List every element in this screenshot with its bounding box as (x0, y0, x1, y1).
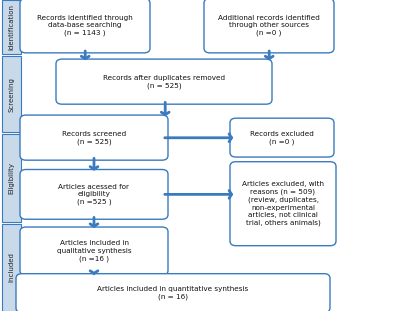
Text: Screening: Screening (9, 77, 15, 112)
Text: Additional records identified
through other sources
(n =0 ): Additional records identified through ot… (218, 15, 320, 36)
FancyBboxPatch shape (20, 0, 150, 53)
Text: Records after duplicates removed
(n = 525): Records after duplicates removed (n = 52… (103, 75, 225, 89)
FancyBboxPatch shape (56, 59, 272, 104)
Text: Articles excluded, with
reasons (n = 509)
(review, duplicates,
non-experimental
: Articles excluded, with reasons (n = 509… (242, 181, 324, 226)
FancyBboxPatch shape (2, 56, 21, 132)
FancyBboxPatch shape (2, 224, 21, 311)
Text: Records screened
(n = 525): Records screened (n = 525) (62, 131, 126, 145)
FancyBboxPatch shape (204, 0, 334, 53)
FancyBboxPatch shape (2, 0, 21, 54)
Text: Records identified through
data-base searching
(n = 1143 ): Records identified through data-base sea… (37, 15, 133, 36)
Text: Included: Included (9, 253, 15, 282)
FancyBboxPatch shape (20, 115, 168, 160)
Text: Eligibility: Eligibility (9, 162, 15, 194)
FancyBboxPatch shape (20, 169, 168, 219)
FancyBboxPatch shape (20, 227, 168, 275)
Text: Identification: Identification (9, 4, 15, 50)
Text: Records excluded
(n =0 ): Records excluded (n =0 ) (250, 131, 314, 145)
Text: Articles included in
qualitative synthesis
(n =16 ): Articles included in qualitative synthes… (57, 240, 131, 262)
FancyBboxPatch shape (16, 274, 330, 311)
Text: Articles included in quantitative synthesis
(n = 16): Articles included in quantitative synthe… (97, 286, 249, 300)
Text: Articles acessed for
eligibility
(n =525 ): Articles acessed for eligibility (n =525… (58, 183, 130, 205)
FancyBboxPatch shape (230, 162, 336, 246)
FancyBboxPatch shape (230, 118, 334, 157)
FancyBboxPatch shape (2, 134, 21, 222)
